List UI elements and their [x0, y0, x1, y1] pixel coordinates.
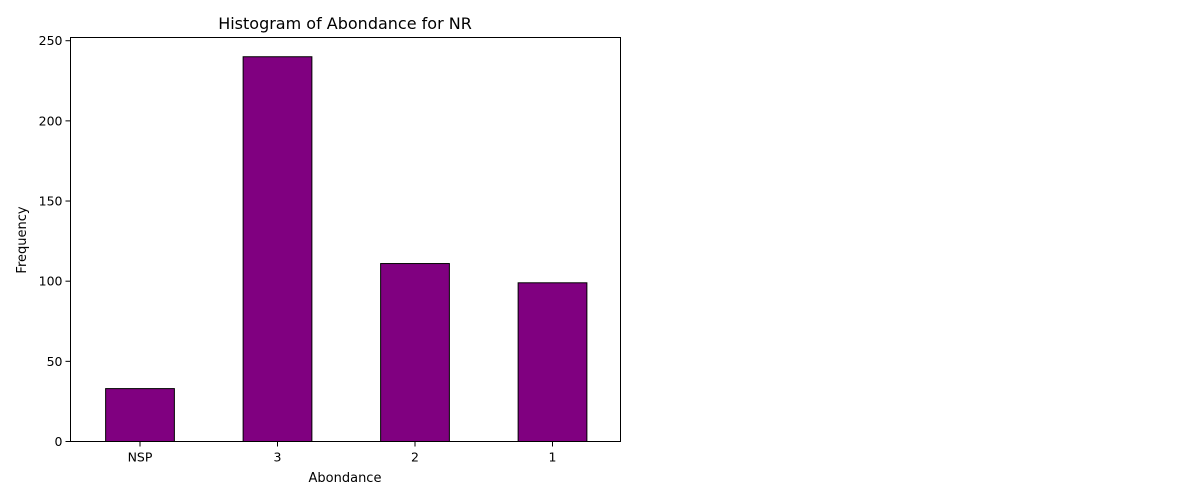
plot-area-frame — [70, 37, 621, 442]
chart-title: Histogram of Abondance for NR — [218, 14, 472, 33]
y-tick-label: 50 — [47, 354, 63, 369]
x-tick-label: 3 — [274, 450, 282, 465]
y-tick-label: 150 — [39, 194, 63, 209]
y-tick-label: 0 — [55, 434, 63, 449]
bars-layer — [105, 56, 588, 443]
bar-2 — [380, 263, 450, 442]
y-tick-label: 250 — [39, 33, 63, 48]
x-axis-ticks: NSP 3 2 1 — [128, 441, 557, 465]
bar-3 — [242, 56, 313, 443]
y-tick-label: 200 — [39, 113, 63, 128]
bar-1 — [517, 282, 588, 443]
x-tick-label: 1 — [549, 450, 557, 465]
y-axis-ticks: 0 50 100 150 200 250 — [39, 33, 71, 449]
x-axis-label: Abondance — [309, 471, 382, 486]
y-tick-label: 100 — [39, 274, 63, 289]
x-tick-label: 2 — [411, 450, 419, 465]
y-axis-label: Frequency — [15, 206, 30, 273]
x-tick-label: NSP — [128, 450, 153, 465]
bar-nsp — [105, 388, 175, 443]
